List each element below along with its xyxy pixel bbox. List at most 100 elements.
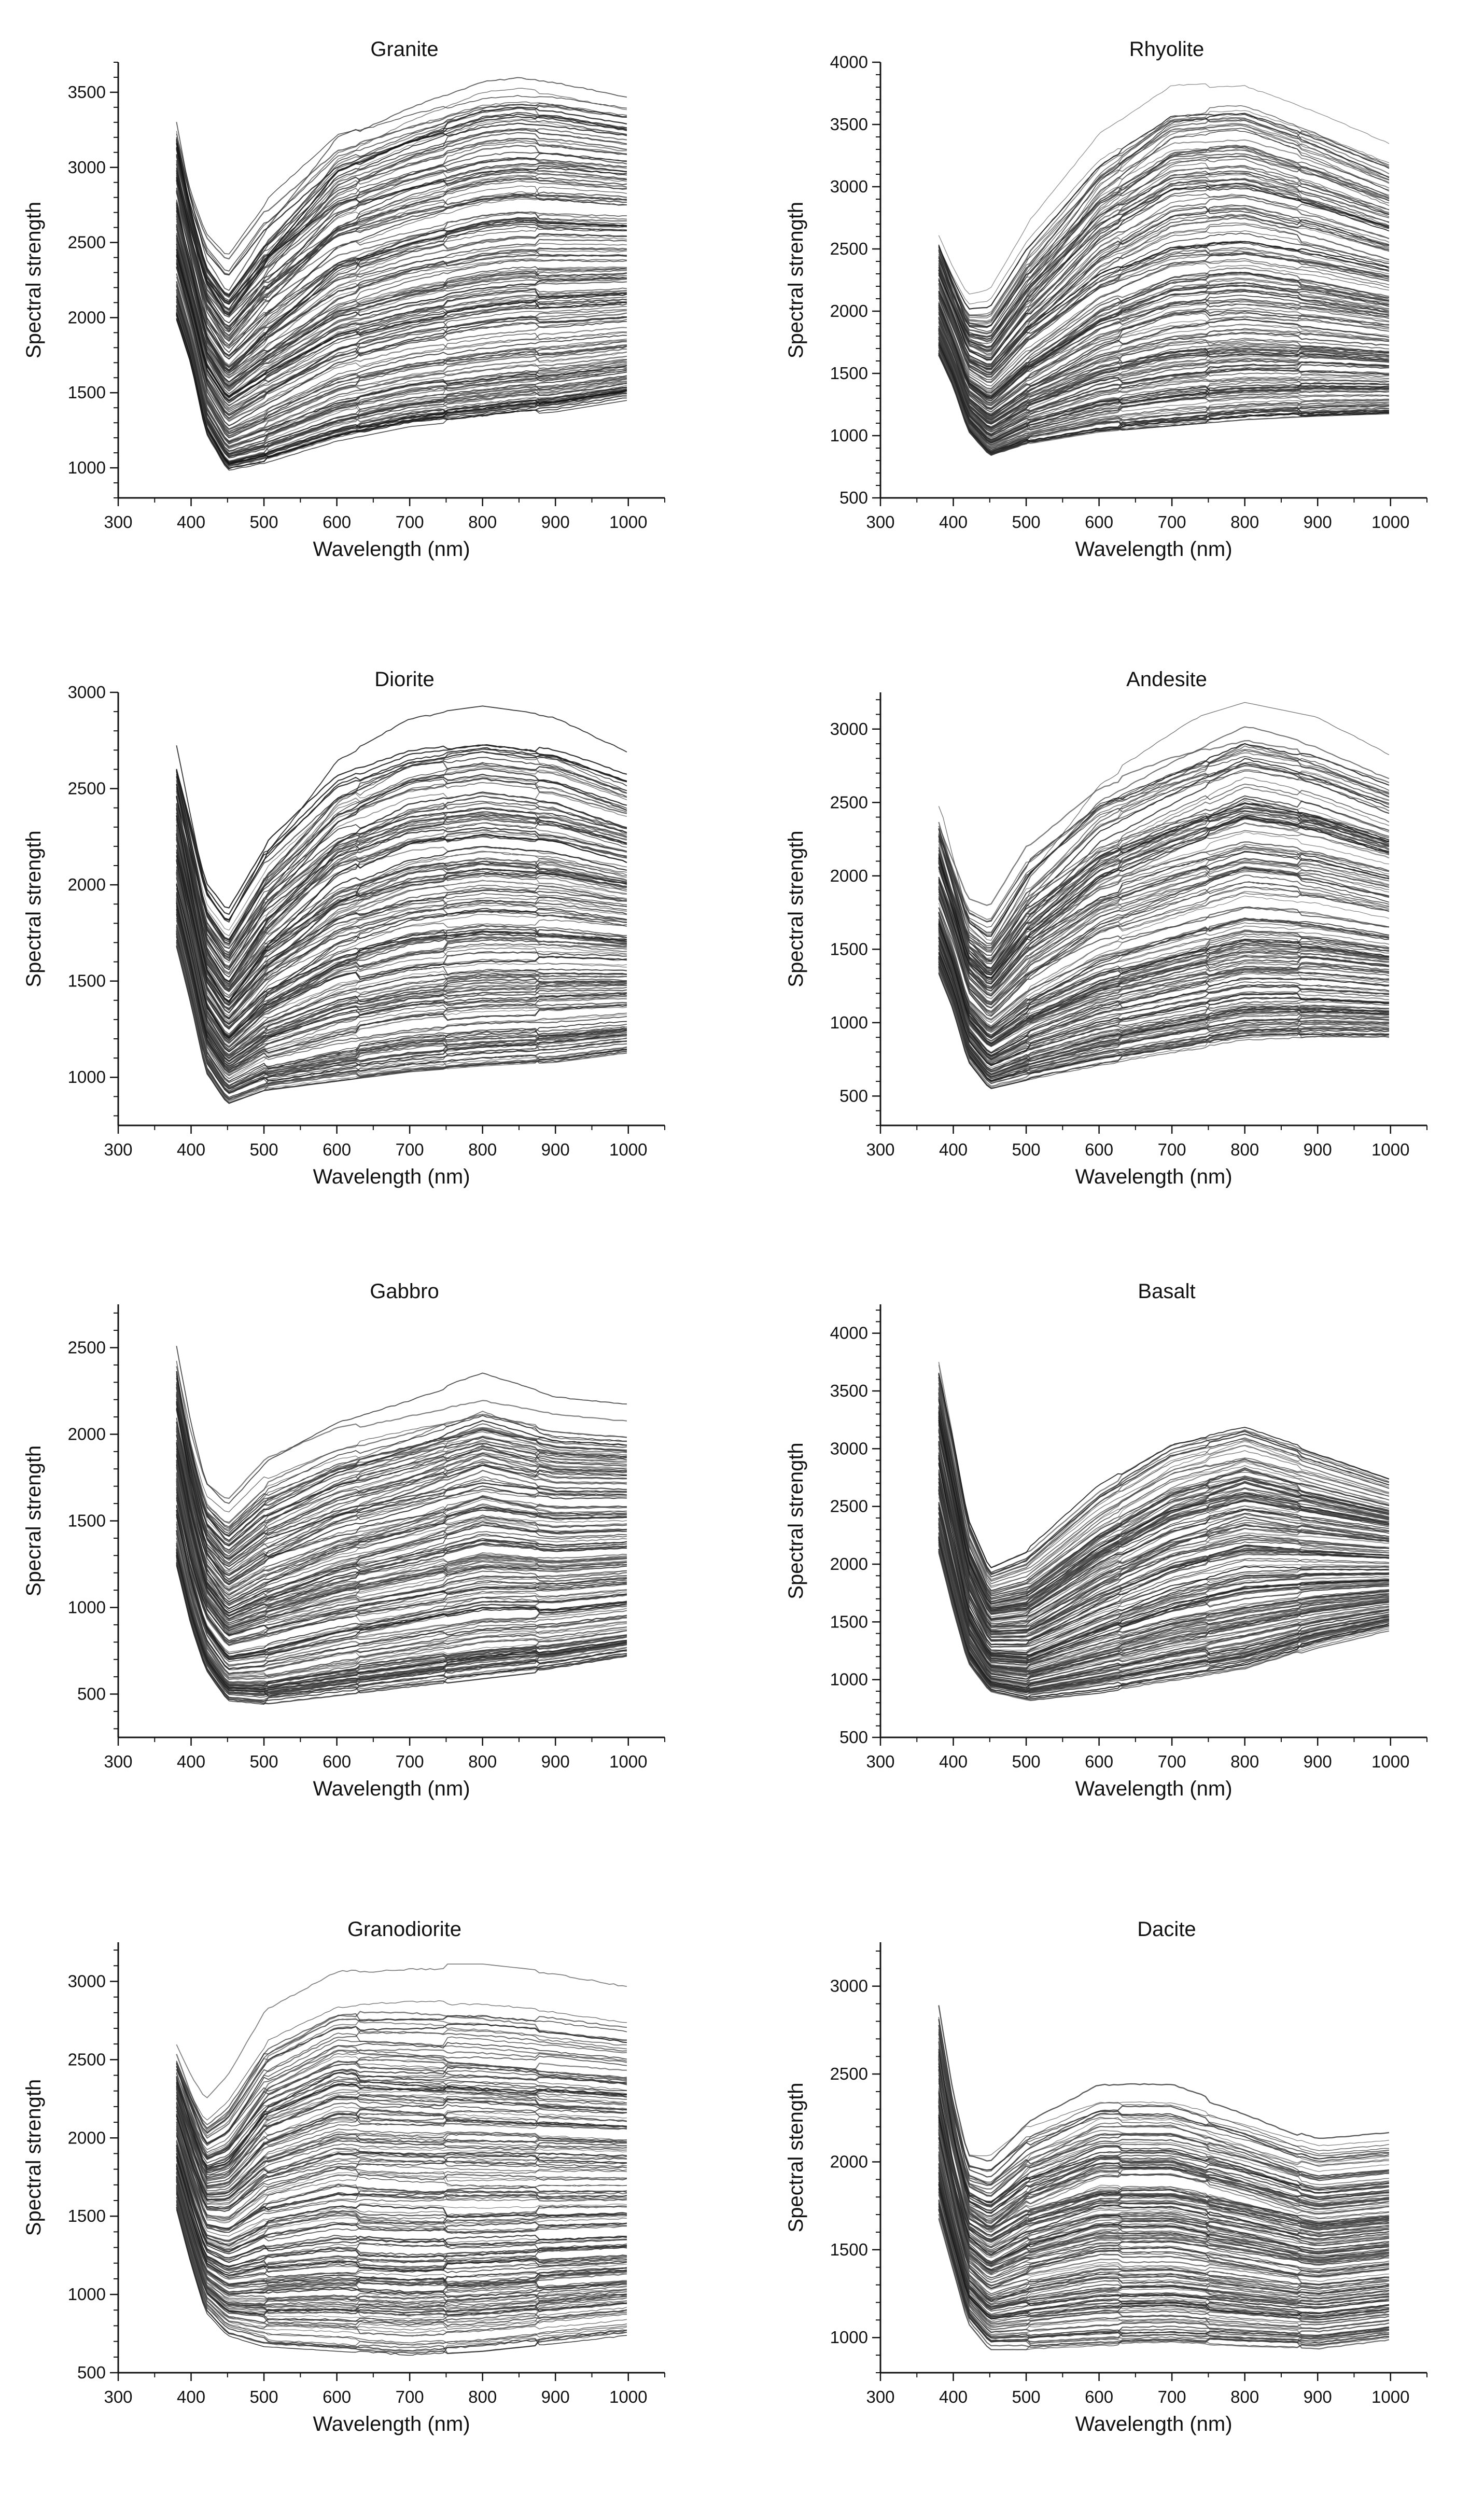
x-axis-label: Wavelength (nm) (1075, 2413, 1232, 2435)
spectrum-line (938, 1443, 1389, 1621)
spectrum-line (938, 2129, 1390, 2267)
spectrum-line (176, 1417, 627, 1580)
spectrum-line (938, 763, 1390, 944)
spectrum-line (176, 705, 627, 923)
spectrum-line (176, 774, 627, 944)
spectrum-line (938, 949, 1389, 1063)
spectrum-line (938, 351, 1389, 451)
spectrum-line (176, 776, 627, 937)
spectrum-line (938, 105, 1390, 327)
spectrum-line (938, 802, 1390, 979)
y-tick-label: 500 (839, 1086, 868, 1105)
spectrum-line (938, 1452, 1389, 1623)
spectrum-line (938, 2163, 1390, 2300)
spectrum-line (938, 153, 1390, 328)
y-tick-label: 2500 (68, 779, 106, 798)
spectrum-line (938, 1459, 1389, 1626)
x-tick-label: 800 (468, 2387, 497, 2406)
spectrum-line (938, 2144, 1390, 2287)
spectrum-line (176, 1346, 627, 1504)
spectrum-line (938, 2122, 1390, 2279)
spectrum-line (938, 170, 1390, 340)
spectrum-line (176, 1399, 627, 1546)
spectrum-line (938, 2082, 1389, 2213)
spectrum-line (938, 145, 1390, 335)
spectrum-line (176, 2207, 627, 2352)
spectrum-line (938, 1387, 1390, 1603)
spectrum-line (176, 116, 627, 316)
chart-panel-granite: 300 400 500 600 700 800 900 1000 1000 1500 2000 250… (22, 38, 665, 561)
spectrum-line (938, 328, 1390, 427)
spectrum-line (176, 175, 627, 346)
y-tick-label: 1500 (830, 364, 868, 383)
x-tick-label: 700 (396, 2387, 424, 2406)
x-tick-label: 900 (541, 512, 570, 532)
spectrum-line (176, 242, 627, 397)
spectrum-line (938, 1397, 1390, 1597)
spectrum-line (938, 2114, 1389, 2252)
spectrum-line (938, 862, 1390, 997)
x-tick-label: 500 (250, 2387, 278, 2406)
spectrum-line (176, 1446, 627, 1584)
spectrum-line (938, 1527, 1390, 1683)
spectrum-line (938, 1376, 1390, 1575)
series-group (938, 702, 1390, 1089)
spectrum-line (938, 2054, 1389, 2227)
spectrum-line (938, 2203, 1389, 2338)
spectrum-line (938, 816, 1390, 984)
y-tick-label: 1000 (830, 1670, 868, 1689)
x-tick-label: 500 (250, 1140, 278, 1159)
spectrum-line (176, 1532, 627, 1674)
spectrum-line (938, 949, 1389, 1064)
spectrum-line (176, 215, 627, 383)
x-tick-label: 700 (396, 1752, 424, 1771)
chart-title: Granodiorite (347, 1918, 461, 1941)
spectrum-line (176, 1478, 627, 1626)
spectrum-line (938, 2044, 1389, 2170)
x-tick-label: 600 (1085, 1140, 1113, 1159)
spectrum-line (176, 1555, 627, 1697)
spectrum-line (176, 263, 627, 416)
spectrum-line (176, 1497, 627, 1641)
spectrum-line (938, 906, 1389, 1006)
spectrum-line (938, 752, 1390, 920)
spectrum-line (176, 301, 627, 455)
spectrum-line (176, 296, 627, 450)
spectrum-line (938, 166, 1390, 347)
spectrum-line (176, 2113, 627, 2196)
spectrum-line (938, 1525, 1389, 1678)
spectrum-line (938, 848, 1390, 971)
x-tick-label: 900 (541, 2387, 570, 2406)
spectrum-line (176, 2105, 627, 2195)
y-tick-label: 3000 (830, 177, 868, 196)
spectrum-line (176, 873, 627, 1048)
spectrum-line (938, 1549, 1390, 1698)
x-axis-label: Wavelength (nm) (1075, 1777, 1232, 1800)
spectrum-line (938, 1380, 1390, 1576)
spectrum-line (938, 967, 1389, 1084)
spectrum-line (176, 2176, 627, 2287)
spectrum-line (938, 2097, 1389, 2230)
spectrum-line (176, 906, 627, 1066)
spectrum-line (938, 2204, 1389, 2341)
spectrum-line (938, 945, 1390, 1060)
spectrum-line (938, 339, 1389, 436)
spectrum-line (938, 959, 1389, 1076)
spectrum-line (176, 892, 627, 1052)
x-tick-label: 800 (1230, 1752, 1259, 1771)
spectrum-line (176, 2190, 627, 2320)
spectrum-line (938, 892, 1390, 1008)
spectrum-line (176, 1392, 627, 1537)
chart-panel-rhyolite: 300 400 500 600 700 800 900 1000 500 1000 1500 2000… (785, 38, 1427, 561)
x-axis-label: Wavelength (nm) (313, 1777, 470, 1800)
y-tick-label: 1000 (68, 458, 106, 477)
spectrum-line (938, 2049, 1389, 2214)
spectrum-line (176, 306, 627, 457)
spectrum-line (176, 914, 627, 1071)
spectrum-line (938, 285, 1390, 400)
y-tick-label: 3000 (830, 719, 868, 739)
spectrum-line (176, 235, 627, 375)
spectrum-line (176, 1435, 627, 1603)
spectrum-line (938, 2113, 1389, 2264)
spectrum-line (176, 113, 627, 296)
